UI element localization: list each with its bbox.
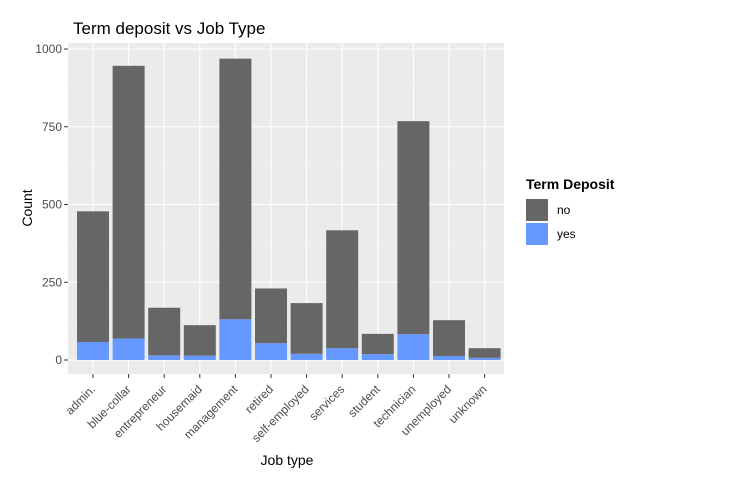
bar-no-housemaid bbox=[183, 325, 216, 356]
y-axis: 0 250 500 750 1000 bbox=[35, 42, 68, 367]
bar-no-self-employed bbox=[290, 303, 323, 354]
bar-no-technician bbox=[397, 121, 430, 335]
bar-yes-self-employed bbox=[290, 353, 323, 360]
bars bbox=[77, 58, 501, 360]
bar-yes-management bbox=[219, 319, 252, 360]
legend: Term Deposit no yes bbox=[526, 176, 615, 245]
bar-yes-unknown bbox=[468, 357, 501, 360]
bar-yes-blue-collar bbox=[112, 338, 145, 360]
x-axis: admin.blue-collarentrepreneurhousemaidma… bbox=[63, 374, 490, 445]
bar-no-admin bbox=[77, 211, 109, 342]
bar-no-retired bbox=[255, 288, 287, 344]
bar-yes-retired bbox=[255, 343, 287, 360]
x-axis-title: Job type bbox=[261, 452, 314, 468]
legend-title: Term Deposit bbox=[526, 176, 615, 192]
bar-no-services bbox=[326, 230, 359, 349]
y-tick-label: 1000 bbox=[35, 42, 62, 56]
y-axis-title: Count bbox=[19, 189, 35, 226]
bar-yes-unemployed bbox=[433, 355, 465, 360]
x-tick-label: unknown bbox=[446, 382, 490, 426]
x-tick-label: retired bbox=[242, 382, 276, 416]
legend-label-yes: yes bbox=[557, 227, 576, 241]
bar-yes-entrepreneur bbox=[148, 355, 181, 360]
y-tick-label: 0 bbox=[55, 353, 62, 367]
legend-label-no: no bbox=[557, 203, 571, 217]
legend-key-no bbox=[526, 199, 548, 221]
bar-yes-admin bbox=[77, 341, 109, 360]
y-tick-label: 500 bbox=[42, 198, 62, 212]
bar-yes-services bbox=[326, 348, 359, 360]
y-tick-label: 250 bbox=[42, 275, 62, 289]
bar-no-student bbox=[361, 333, 394, 355]
y-tick-label: 750 bbox=[42, 120, 62, 134]
bar-yes-technician bbox=[397, 334, 430, 360]
bar-no-unemployed bbox=[433, 320, 465, 356]
chart-title: Term deposit vs Job Type bbox=[73, 19, 265, 38]
bar-no-entrepreneur bbox=[148, 307, 181, 356]
bar-yes-housemaid bbox=[183, 355, 216, 360]
x-tick-label: services bbox=[306, 382, 347, 423]
bar-yes-student bbox=[361, 354, 394, 360]
bar-no-unknown bbox=[468, 348, 501, 358]
bar-no-blue-collar bbox=[112, 65, 145, 339]
bar-no-management bbox=[219, 58, 252, 320]
legend-key-yes bbox=[526, 223, 548, 245]
